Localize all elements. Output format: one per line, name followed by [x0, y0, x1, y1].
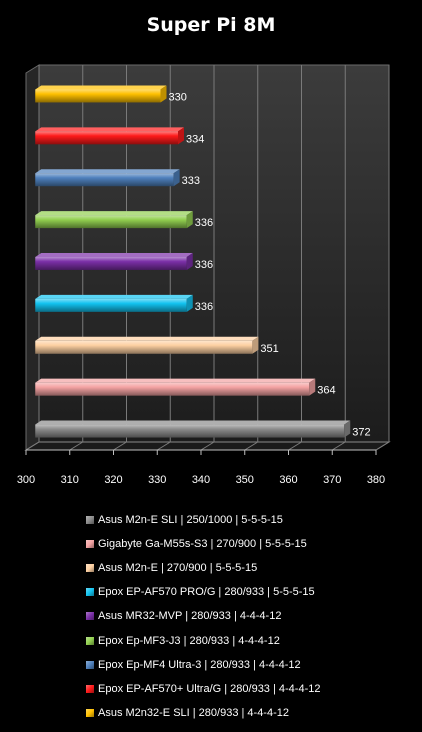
bar-front: [35, 257, 187, 270]
legend-swatch: [86, 564, 94, 573]
bar-end: [186, 253, 193, 270]
legend-label: Epox EP-AF570+ Ultra/G | 280/933 | 4-4-4…: [98, 682, 321, 695]
legend-label: Epox Ep-MF3-J3 | 280/933 | 4-4-4-12: [98, 634, 280, 647]
bar-end: [309, 378, 316, 396]
bar: [35, 211, 193, 229]
bar-front: [35, 340, 253, 354]
bar-top: [35, 169, 180, 174]
bar-value-label: 351: [260, 343, 278, 355]
bar-value-label: 372: [352, 427, 370, 439]
legend-swatch: [86, 684, 94, 693]
legend-label: Gigabyte Ga-M55s-S3 | 270/900 | 5-5-5-15: [98, 538, 307, 551]
legend-label: Asus M2n-E SLI | 250/1000 | 5-5-5-15: [98, 514, 283, 527]
x-tick-label: 320: [104, 474, 122, 486]
bar-value-label: 330: [169, 91, 187, 103]
bar: [35, 169, 180, 187]
bar-top: [35, 420, 351, 425]
legend-item: Asus M2n-E | 270/900 | 5-5-5-15: [86, 556, 416, 580]
chart-title: Super Pi 8M: [146, 14, 276, 36]
bar-front: [35, 89, 161, 103]
bar-top: [35, 336, 259, 341]
floor-gridline: [113, 441, 127, 451]
floor-gridline: [25, 441, 40, 451]
floor-gridline: [69, 441, 84, 451]
legend-item: Epox Ep-MF3-J3 | 280/933 | 4-4-4-12: [86, 628, 416, 652]
x-tick-label: 300: [17, 474, 35, 486]
legend-item: Epox Ep-MF4 Ultra-3 | 280/933 | 4-4-4-12: [86, 653, 416, 677]
bar: [35, 294, 193, 312]
bar-value-label: 336: [195, 259, 213, 271]
x-tick-label: 350: [236, 474, 254, 486]
floor-gridline: [244, 441, 259, 451]
bar-chart: 300 310 320 330 340 350 360 370 380 372 364 351 336 3…: [17, 64, 391, 486]
legend-item: Gigabyte Ga-M55s-S3 | 270/900 | 5-5-5-15: [86, 532, 416, 556]
bar-value-label: 333: [182, 175, 200, 187]
floor-gridline: [375, 441, 390, 451]
bar: [35, 378, 316, 396]
bar-value-label: 334: [186, 133, 204, 145]
bar: [35, 85, 167, 103]
floor-gridline: [200, 441, 215, 451]
bar-front: [35, 298, 187, 312]
legend-swatch: [86, 516, 94, 525]
legend-swatch: [86, 588, 94, 597]
floor-gridline: [156, 441, 171, 451]
legend-label: Epox EP-AF570 PRO/G | 280/933 | 5-5-5-15: [98, 586, 315, 599]
legend-swatch: [86, 636, 94, 645]
legend: Asus M2n-E SLI | 250/1000 | 5-5-5-15 Giga…: [86, 508, 416, 725]
bar: [35, 336, 259, 354]
legend-label: Epox Ep-MF4 Ultra-3 | 280/933 | 4-4-4-12: [98, 658, 301, 671]
bar-top: [35, 211, 193, 216]
bar-top: [35, 85, 167, 90]
legend-label: Asus M2n-E | 270/900 | 5-5-5-15: [98, 562, 258, 575]
x-tick-label: 360: [279, 474, 297, 486]
bar-front: [35, 215, 187, 229]
legend-swatch: [86, 708, 94, 717]
legend-item: Asus M2n32-E SLI | 280/933 | 4-4-4-12: [86, 701, 416, 725]
bar-top: [35, 253, 193, 257]
bar-end: [186, 211, 193, 229]
legend-label: Asus MR32-MVP | 280/933 | 4-4-4-12: [98, 610, 282, 623]
bar: [35, 127, 184, 145]
bar-front: [35, 131, 178, 145]
floor-gridline: [288, 441, 302, 451]
x-tick-label: 340: [192, 474, 210, 486]
x-tick-label: 380: [367, 474, 385, 486]
bar-front: [35, 173, 174, 187]
bar-front: [35, 382, 310, 396]
bar-value-label: 336: [195, 301, 213, 313]
bar-end: [160, 85, 167, 103]
bar-value-label: 364: [317, 385, 335, 397]
bar-top: [35, 127, 184, 132]
legend-item: Asus M2n-E SLI | 250/1000 | 5-5-5-15: [86, 508, 416, 532]
bar-end: [252, 336, 259, 354]
bar-value-label: 336: [195, 217, 213, 229]
bar-end: [344, 420, 351, 438]
legend-label: Asus M2n32-E SLI | 280/933 | 4-4-4-12: [98, 706, 289, 719]
x-tick-label: 330: [148, 474, 166, 486]
bar-front: [35, 424, 345, 438]
bar-end: [178, 127, 184, 145]
bar-end: [186, 294, 193, 312]
bar: [35, 420, 351, 438]
legend-item: Asus MR32-MVP | 280/933 | 4-4-4-12: [86, 604, 416, 628]
legend-swatch: [86, 660, 94, 669]
legend-item: Epox EP-AF570 PRO/G | 280/933 | 5-5-5-15: [86, 580, 416, 604]
legend-swatch: [86, 540, 94, 549]
bar: [35, 253, 193, 270]
legend-item: Epox EP-AF570+ Ultra/G | 280/933 | 4-4-4…: [86, 677, 416, 701]
floor-gridline: [331, 441, 346, 451]
x-tick-label: 310: [61, 474, 79, 486]
bar-top: [35, 378, 316, 383]
x-tick-label: 370: [323, 474, 341, 486]
bar-end: [173, 169, 180, 187]
bar-top: [35, 294, 193, 299]
legend-swatch: [86, 612, 94, 621]
